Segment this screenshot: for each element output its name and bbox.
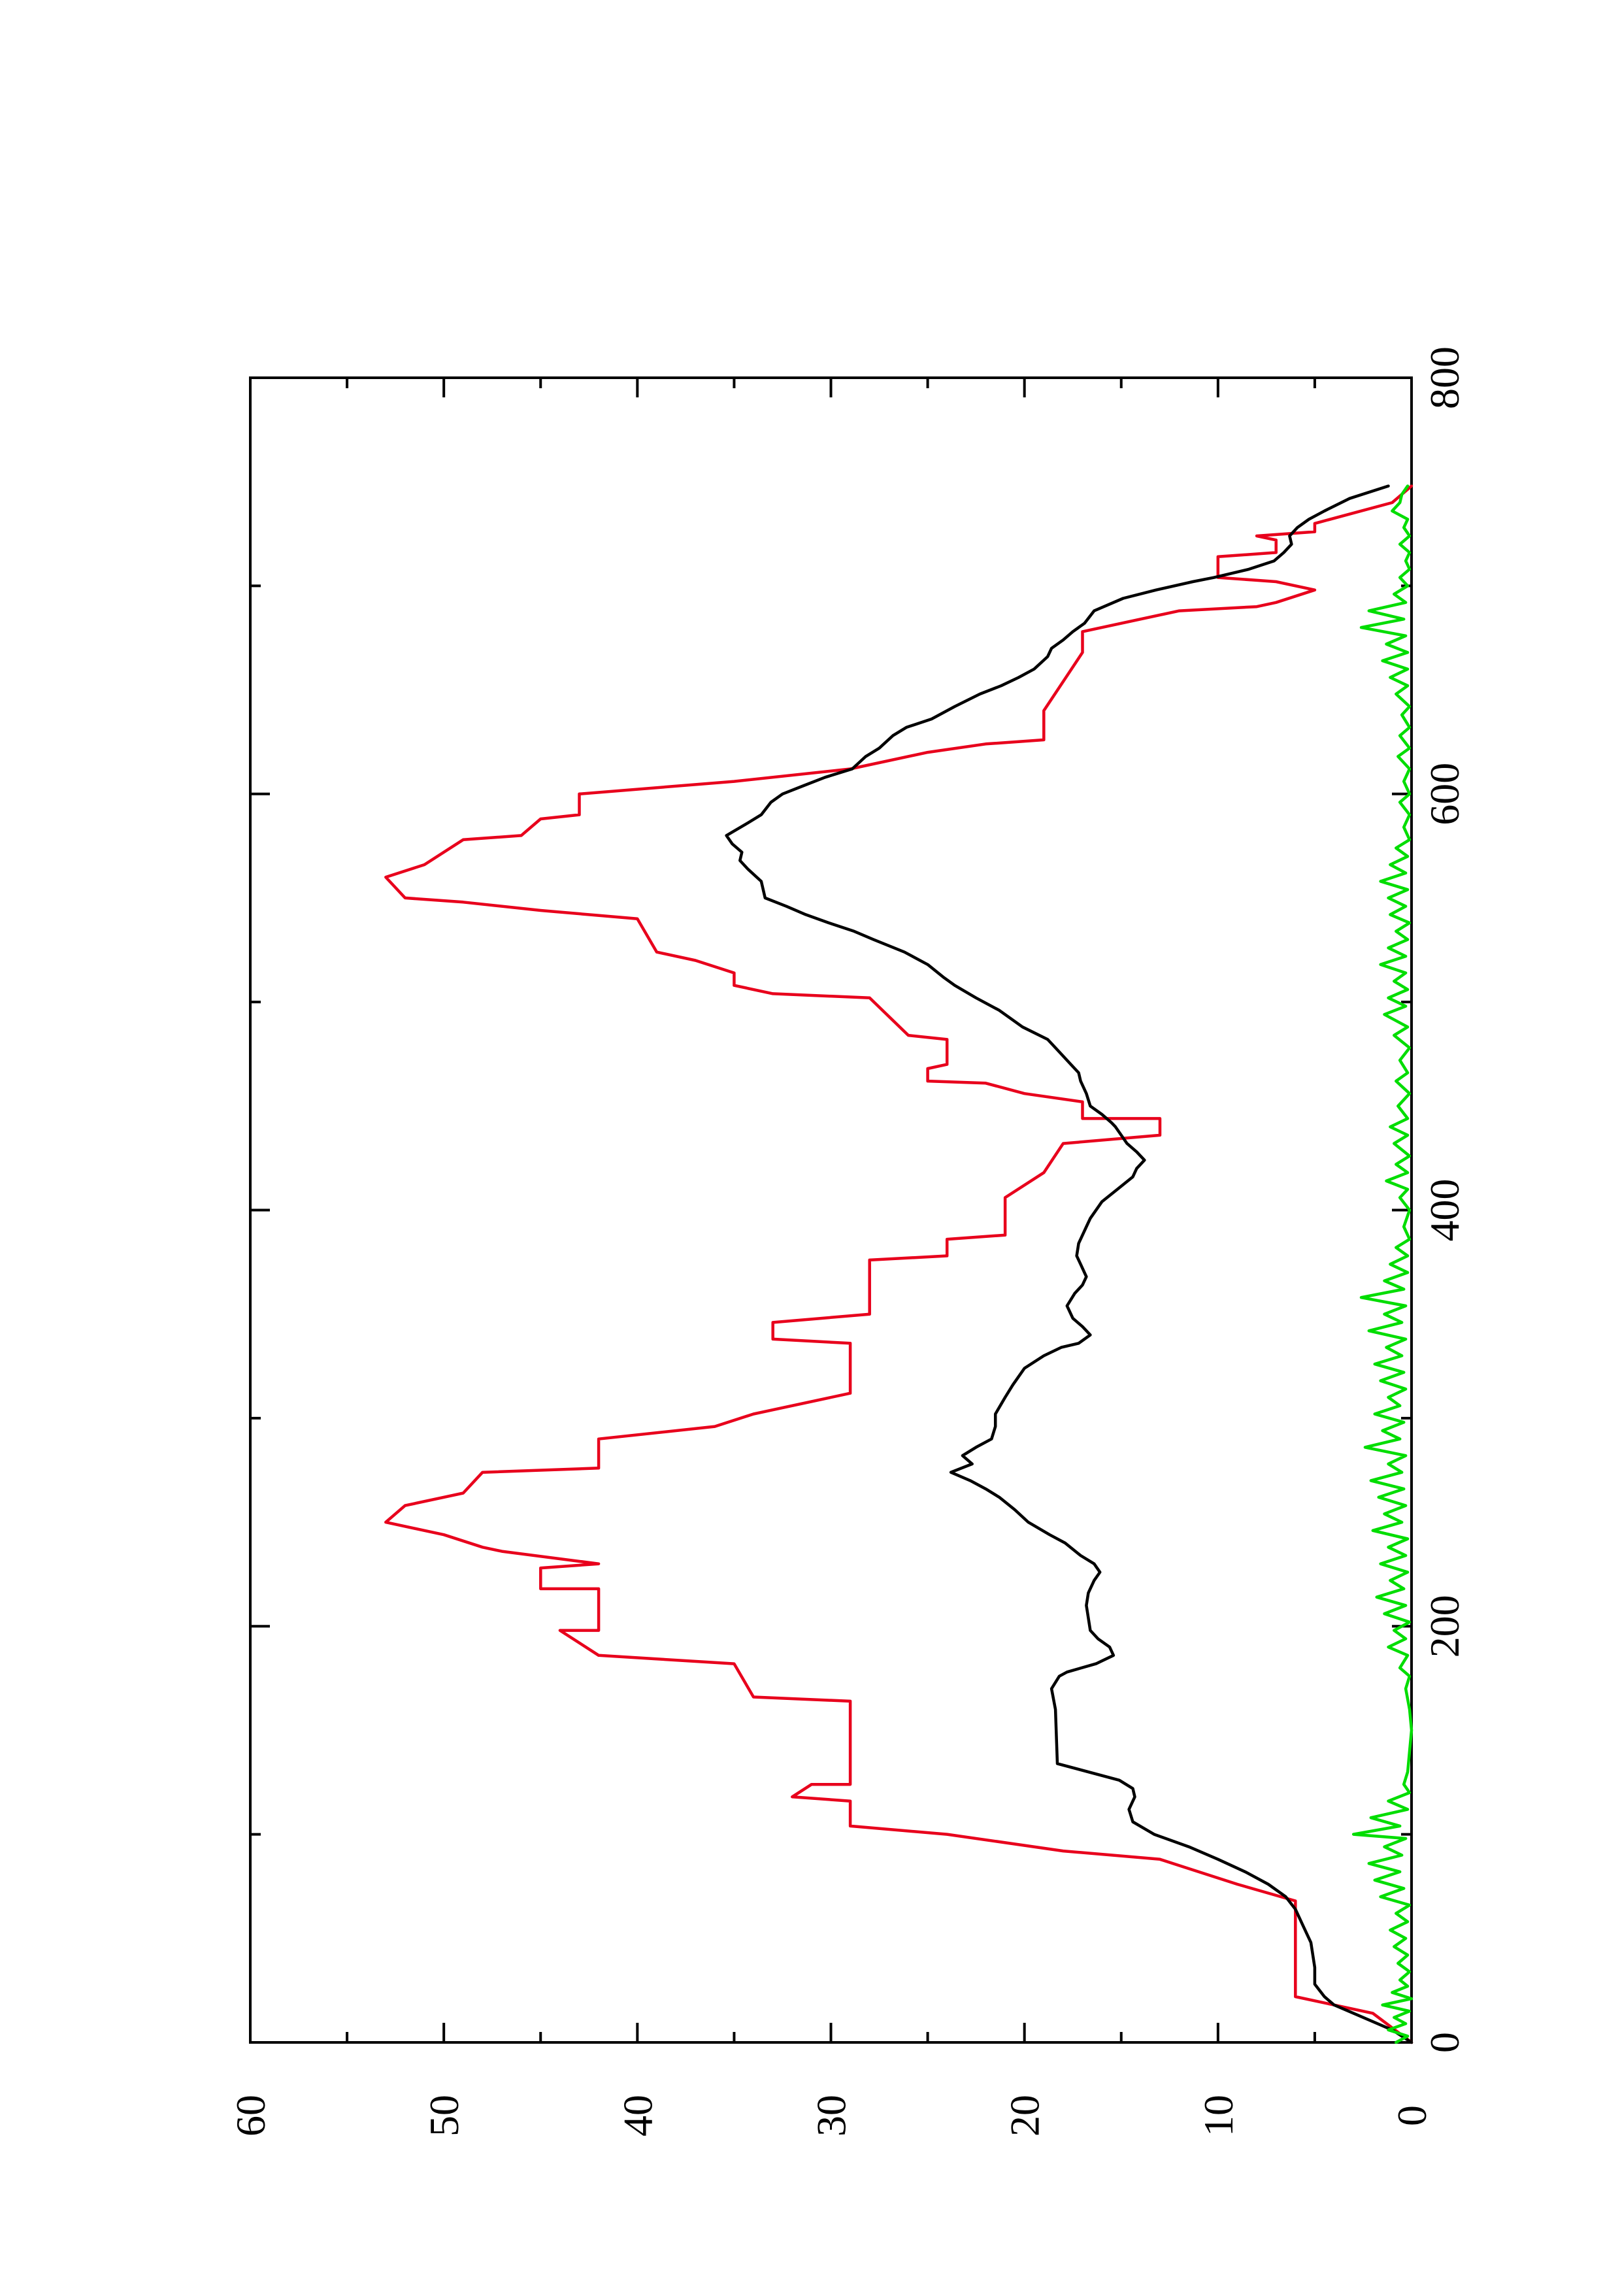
x-tick-label: 400 xyxy=(1421,1179,1468,1242)
series-line-3 xyxy=(1351,484,1413,2044)
series-line-2 xyxy=(725,484,1413,2044)
y-tick-label: 40 xyxy=(614,2095,661,2137)
series-line-1 xyxy=(384,484,1413,2044)
x-tick-label: 600 xyxy=(1421,763,1468,825)
plot-area: 0 200 400 600 800 0 10 20 30 40 50 60 xyxy=(227,346,1468,2137)
x-tick-label: 800 xyxy=(1421,346,1468,409)
y-tick-label: 30 xyxy=(808,2095,855,2137)
x-tick-label: 200 xyxy=(1421,1595,1468,1657)
x-tick-label: 0 xyxy=(1421,2032,1468,2053)
y-tick-label: 0 xyxy=(1389,2105,1435,2126)
y-tick-label: 50 xyxy=(421,2095,467,2137)
y-tick-label: 10 xyxy=(1195,2095,1242,2137)
y-tick-label: 20 xyxy=(1002,2095,1048,2137)
y-tick-label: 60 xyxy=(227,2095,274,2137)
